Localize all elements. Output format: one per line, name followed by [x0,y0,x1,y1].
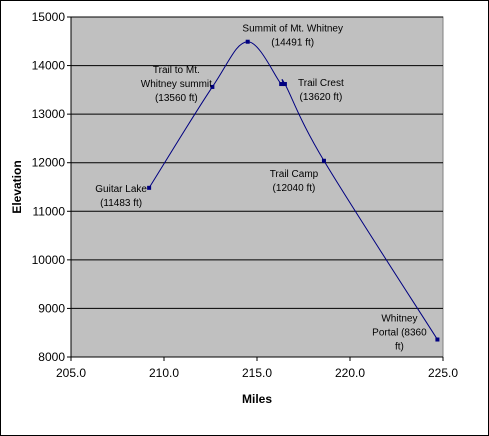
annotation-label: Trail Crest [298,78,344,89]
annotations: Guitar Lake (11483 ft) Trail to Mt. Whitney… [95,24,427,353]
plot-area [70,16,444,358]
data-point [147,185,152,190]
x-axis-title: Miles [242,392,272,406]
annotation-label: (12040 ft) [273,183,316,194]
annotation-label: Whitney [381,314,417,325]
annotation-label: (13620 ft) [299,92,342,103]
annotation-label: (11483 ft) [100,198,142,209]
data-point [435,337,440,342]
y-tick-label: 12000 [32,156,66,170]
y-tick-label: 15000 [32,10,66,24]
x-tick-label: 210.0 [149,366,179,380]
annotation-label: Portal (8360 [372,328,427,339]
y-tick-label: 8000 [38,350,65,364]
annotation-label: Trail Camp [270,169,319,180]
y-tick-label: 14000 [32,59,66,73]
annotation-label: Summit of Mt. Whitney [242,24,343,35]
y-tick-label: 9000 [38,301,65,315]
annotation-label: Whitney summit [141,79,212,90]
x-tick-label: 215.0 [242,366,272,380]
y-tick-label: 11000 [33,204,66,218]
data-point [245,39,250,44]
data-point [282,82,287,87]
x-tick-label: 220.0 [335,366,365,380]
data-point [279,82,284,87]
annotation-label: (13560 ft) [155,93,198,104]
data-point [321,158,326,163]
annotation-label: Guitar Lake [95,184,147,195]
axes: 8000 9000 10000 11000 12000 13000 14000 15000 20… [32,10,459,380]
y-axis-title: Elevation [10,160,24,213]
annotation-label: ft) [395,342,404,353]
annotation-label: (14491 ft) [271,38,314,49]
x-tick-label: 225.0 [428,366,458,380]
data-point [210,84,215,89]
annotation-label: Trail to Mt. [153,65,200,76]
data-points [147,39,440,342]
y-tick-label: 10000 [32,253,66,267]
gridlines [71,16,443,309]
x-tick-label: 205.0 [56,366,86,380]
y-tick-label: 13000 [32,107,66,121]
